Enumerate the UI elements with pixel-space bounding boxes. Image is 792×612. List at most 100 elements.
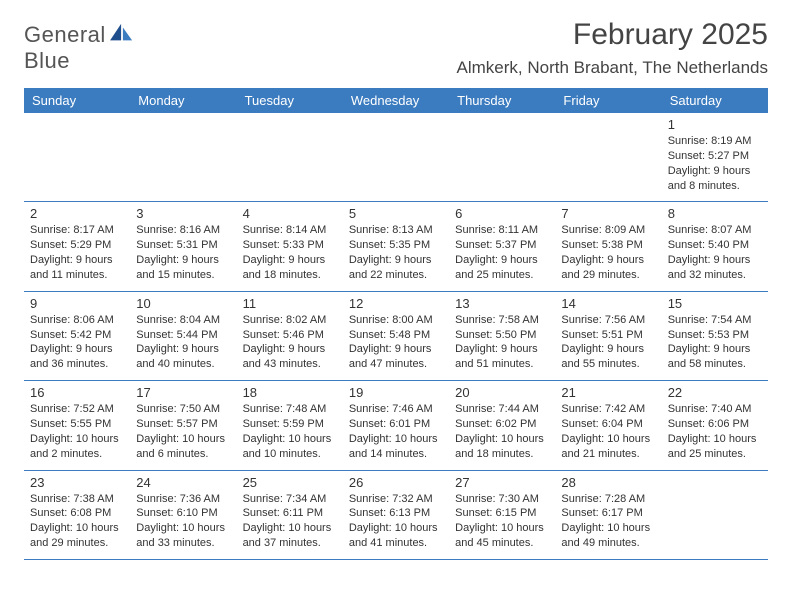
day-number: 8	[668, 206, 762, 221]
day-cell: 26Sunrise: 7:32 AMSunset: 6:13 PMDayligh…	[343, 471, 449, 559]
sunrise-text: Sunrise: 7:52 AM	[30, 402, 124, 417]
daylight-text: Daylight: 9 hours and 47 minutes.	[349, 342, 443, 372]
sunset-text: Sunset: 6:02 PM	[455, 417, 549, 432]
sunset-text: Sunset: 6:10 PM	[136, 506, 230, 521]
sail-icon	[108, 22, 136, 44]
day-label-wed: Wednesday	[343, 88, 449, 113]
daylight-text: Daylight: 9 hours and 29 minutes.	[561, 253, 655, 283]
daylight-text: Daylight: 10 hours and 41 minutes.	[349, 521, 443, 551]
sunrise-text: Sunrise: 7:50 AM	[136, 402, 230, 417]
day-header-row: Sunday Monday Tuesday Wednesday Thursday…	[24, 88, 768, 113]
title-block: February 2025 Almkerk, North Brabant, Th…	[457, 18, 769, 78]
sunset-text: Sunset: 6:17 PM	[561, 506, 655, 521]
daylight-text: Daylight: 9 hours and 55 minutes.	[561, 342, 655, 372]
brand-word2: Blue	[24, 48, 70, 73]
sunset-text: Sunset: 5:51 PM	[561, 328, 655, 343]
week-row: 9Sunrise: 8:06 AMSunset: 5:42 PMDaylight…	[24, 292, 768, 381]
day-cell: 25Sunrise: 7:34 AMSunset: 6:11 PMDayligh…	[237, 471, 343, 559]
sunset-text: Sunset: 5:29 PM	[30, 238, 124, 253]
sunrise-text: Sunrise: 8:17 AM	[30, 223, 124, 238]
logo-text: General Blue	[24, 22, 106, 74]
sunset-text: Sunset: 5:59 PM	[243, 417, 337, 432]
sunset-text: Sunset: 5:57 PM	[136, 417, 230, 432]
day-number: 3	[136, 206, 230, 221]
day-number: 20	[455, 385, 549, 400]
day-cell: 20Sunrise: 7:44 AMSunset: 6:02 PMDayligh…	[449, 381, 555, 469]
day-number: 13	[455, 296, 549, 311]
daylight-text: Daylight: 9 hours and 25 minutes.	[455, 253, 549, 283]
sunset-text: Sunset: 6:08 PM	[30, 506, 124, 521]
sunrise-text: Sunrise: 7:40 AM	[668, 402, 762, 417]
sunset-text: Sunset: 5:44 PM	[136, 328, 230, 343]
day-number: 6	[455, 206, 549, 221]
sunset-text: Sunset: 5:38 PM	[561, 238, 655, 253]
day-number: 15	[668, 296, 762, 311]
sunrise-text: Sunrise: 7:30 AM	[455, 492, 549, 507]
day-number: 1	[668, 117, 762, 132]
day-number: 26	[349, 475, 443, 490]
daylight-text: Daylight: 9 hours and 51 minutes.	[455, 342, 549, 372]
day-cell: 24Sunrise: 7:36 AMSunset: 6:10 PMDayligh…	[130, 471, 236, 559]
sunset-text: Sunset: 5:33 PM	[243, 238, 337, 253]
day-label-tue: Tuesday	[237, 88, 343, 113]
empty-cell	[555, 113, 661, 201]
sunrise-text: Sunrise: 7:36 AM	[136, 492, 230, 507]
month-title: February 2025	[457, 18, 769, 52]
daylight-text: Daylight: 10 hours and 25 minutes.	[668, 432, 762, 462]
daylight-text: Daylight: 9 hours and 11 minutes.	[30, 253, 124, 283]
day-cell: 12Sunrise: 8:00 AMSunset: 5:48 PMDayligh…	[343, 292, 449, 380]
day-number: 18	[243, 385, 337, 400]
day-cell: 2Sunrise: 8:17 AMSunset: 5:29 PMDaylight…	[24, 202, 130, 290]
daylight-text: Daylight: 10 hours and 33 minutes.	[136, 521, 230, 551]
day-number: 25	[243, 475, 337, 490]
brand-logo: General Blue	[24, 18, 136, 74]
day-cell: 15Sunrise: 7:54 AMSunset: 5:53 PMDayligh…	[662, 292, 768, 380]
day-cell: 28 Sunrise: 7:28 AMSunset: 6:17 PMDayligh…	[555, 471, 661, 559]
weeks-container: 1Sunrise: 8:19 AMSunset: 5:27 PMDaylight…	[24, 113, 768, 560]
sunset-text: Sunset: 5:35 PM	[349, 238, 443, 253]
day-number: 14	[561, 296, 655, 311]
day-number: 23	[30, 475, 124, 490]
daylight-text: Daylight: 9 hours and 43 minutes.	[243, 342, 337, 372]
day-cell: 19Sunrise: 7:46 AMSunset: 6:01 PMDayligh…	[343, 381, 449, 469]
sunset-text: Sunset: 5:37 PM	[455, 238, 549, 253]
empty-cell	[130, 113, 236, 201]
week-row: 16Sunrise: 7:52 AMSunset: 5:55 PMDayligh…	[24, 381, 768, 470]
sunrise-text: Sunrise: 7:34 AM	[243, 492, 337, 507]
sunrise-text: Sunrise: 7:32 AM	[349, 492, 443, 507]
sunrise-text: Sunrise: 7:44 AM	[455, 402, 549, 417]
sunrise-text: Sunrise: 7:42 AM	[561, 402, 655, 417]
header: General Blue February 2025 Almkerk, Nort…	[24, 18, 768, 78]
day-cell: 10Sunrise: 8:04 AMSunset: 5:44 PMDayligh…	[130, 292, 236, 380]
sunrise-text: Sunrise: 8:06 AM	[30, 313, 124, 328]
sunrise-text: Sunrise: 8:14 AM	[243, 223, 337, 238]
day-cell: 5Sunrise: 8:13 AMSunset: 5:35 PMDaylight…	[343, 202, 449, 290]
week-row: 1Sunrise: 8:19 AMSunset: 5:27 PMDaylight…	[24, 113, 768, 202]
day-number: 9	[30, 296, 124, 311]
day-cell: 17Sunrise: 7:50 AMSunset: 5:57 PMDayligh…	[130, 381, 236, 469]
daylight-text: Daylight: 10 hours and 37 minutes.	[243, 521, 337, 551]
daylight-text: Daylight: 10 hours and 29 minutes.	[30, 521, 124, 551]
day-number: 16	[30, 385, 124, 400]
daylight-text: Daylight: 10 hours and 49 minutes.	[561, 521, 655, 551]
sunrise-text: Sunrise: 8:07 AM	[668, 223, 762, 238]
day-number: 12	[349, 296, 443, 311]
day-cell: 4Sunrise: 8:14 AMSunset: 5:33 PMDaylight…	[237, 202, 343, 290]
sunset-text: Sunset: 5:46 PM	[243, 328, 337, 343]
day-number: 28	[561, 475, 655, 490]
day-cell: 7Sunrise: 8:09 AMSunset: 5:38 PMDaylight…	[555, 202, 661, 290]
sunrise-text: Sunrise: 7:28 AM	[561, 492, 655, 507]
day-cell: 14Sunrise: 7:56 AMSunset: 5:51 PMDayligh…	[555, 292, 661, 380]
day-cell: 16Sunrise: 7:52 AMSunset: 5:55 PMDayligh…	[24, 381, 130, 469]
daylight-text: Daylight: 9 hours and 36 minutes.	[30, 342, 124, 372]
sunrise-text: Sunrise: 7:48 AM	[243, 402, 337, 417]
sunrise-text: Sunrise: 8:13 AM	[349, 223, 443, 238]
day-number: 19	[349, 385, 443, 400]
daylight-text: Daylight: 10 hours and 45 minutes.	[455, 521, 549, 551]
day-label-mon: Monday	[130, 88, 236, 113]
day-cell: 8Sunrise: 8:07 AMSunset: 5:40 PMDaylight…	[662, 202, 768, 290]
daylight-text: Daylight: 10 hours and 14 minutes.	[349, 432, 443, 462]
empty-cell	[343, 113, 449, 201]
week-row: 2Sunrise: 8:17 AMSunset: 5:29 PMDaylight…	[24, 202, 768, 291]
daylight-text: Daylight: 9 hours and 8 minutes.	[668, 164, 762, 194]
